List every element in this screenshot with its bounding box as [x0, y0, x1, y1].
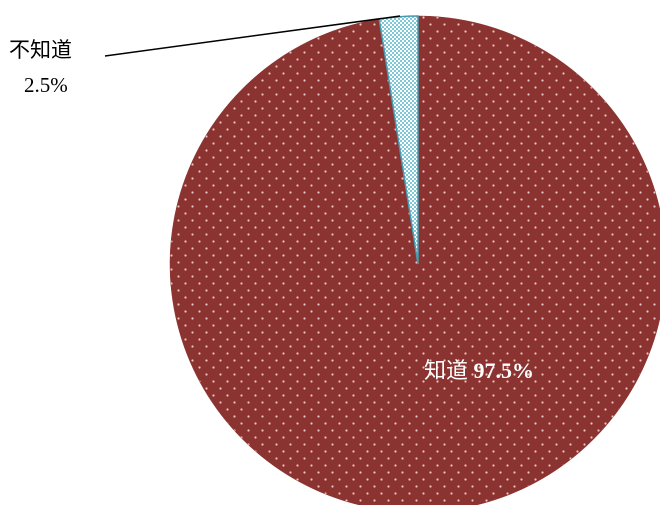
- pie-slices: [169, 15, 660, 505]
- slice-value-unknown: 2.5%: [24, 73, 68, 97]
- slice-label-known-name: 知道: [424, 358, 468, 383]
- pie-slice-known: [169, 15, 660, 505]
- slice-label-known: 知道 97.5%: [424, 358, 534, 383]
- slice-value-known: 97.5%: [474, 358, 535, 383]
- slice-label-unknown: 不知道: [9, 38, 72, 62]
- leader-line-unknown: [104, 15, 401, 57]
